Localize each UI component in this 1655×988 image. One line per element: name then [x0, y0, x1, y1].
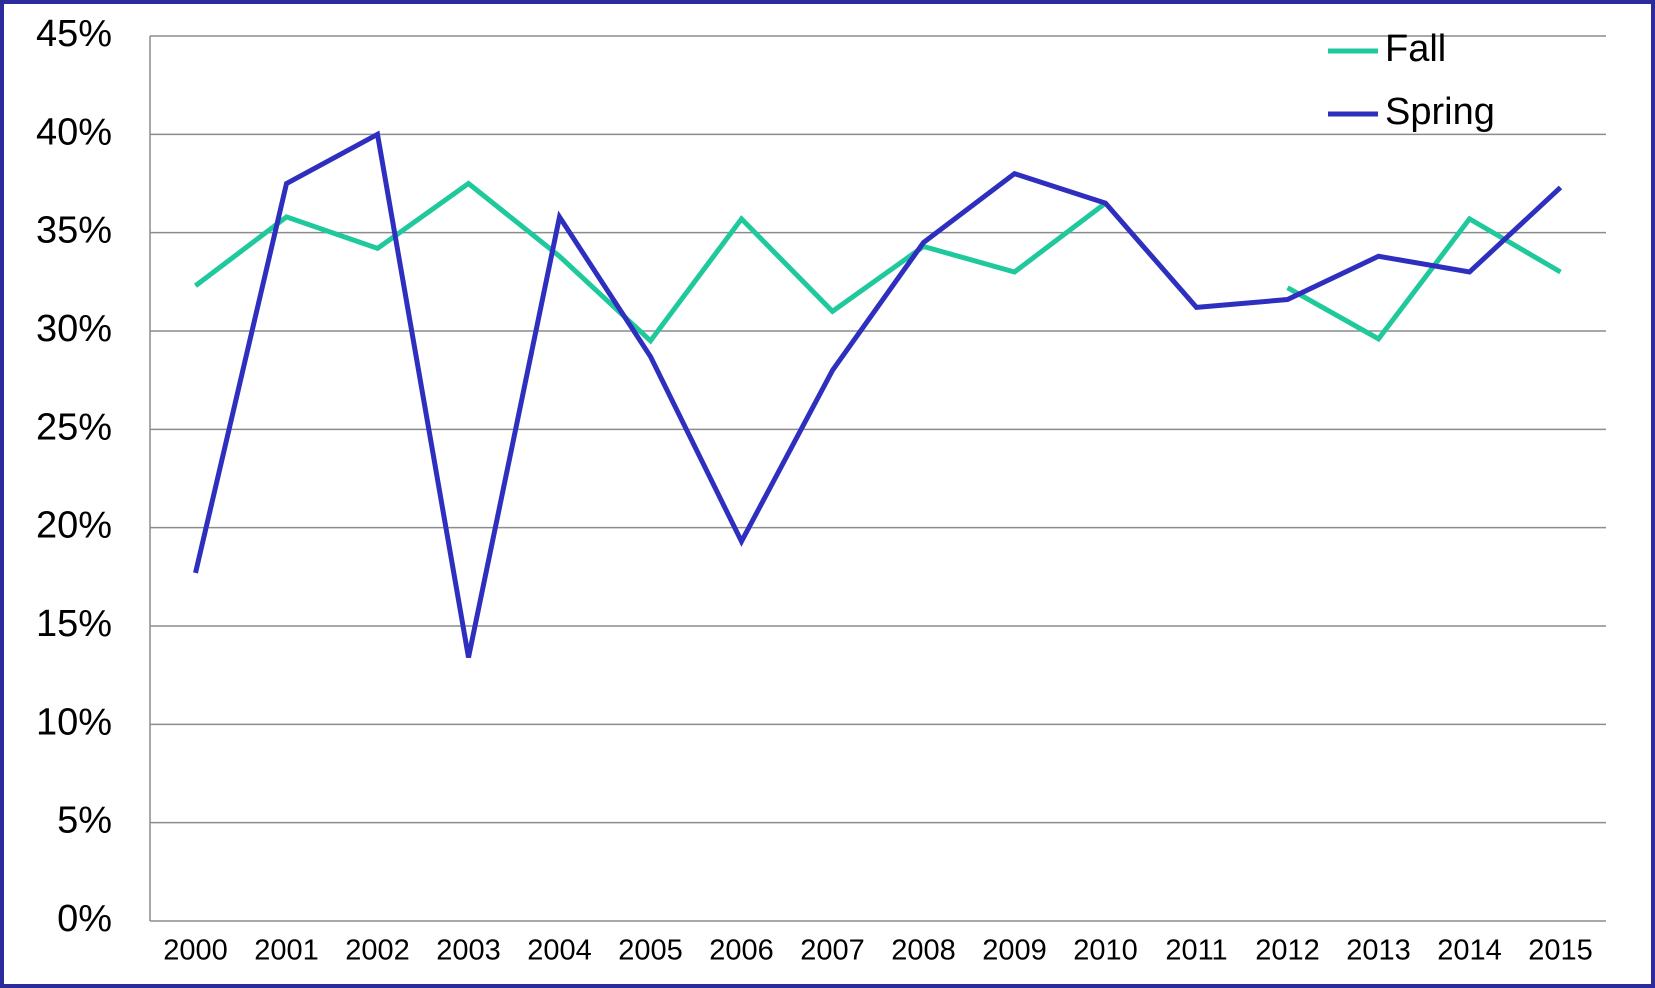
y-tick-label: 40%: [36, 111, 112, 153]
y-tick-label: 25%: [36, 406, 112, 448]
series-line: [193, 130, 1563, 658]
x-tick-label: 2001: [254, 935, 319, 967]
legend-label: Spring: [1385, 91, 1495, 133]
legend-label: Fall: [1385, 28, 1446, 70]
y-tick-label: 30%: [36, 308, 112, 350]
x-tick-label: 2007: [800, 935, 865, 967]
x-tick-label: 2014: [1437, 935, 1502, 967]
x-tick-label: 2010: [1073, 935, 1138, 967]
y-tick-label: 35%: [36, 210, 112, 252]
x-tick-label: 2005: [618, 935, 683, 967]
x-tick-label: 2012: [1255, 935, 1320, 967]
y-tick-label: 10%: [36, 701, 112, 743]
y-tick-label: 0%: [57, 898, 112, 940]
x-tick-label: 2000: [163, 935, 228, 967]
y-tick-label: 15%: [36, 603, 112, 645]
series-line: [193, 180, 1562, 345]
x-tick-label: 2003: [436, 935, 501, 967]
x-tick-label: 2004: [527, 935, 592, 967]
x-tick-label: 2009: [982, 935, 1047, 967]
y-tick-label: 20%: [36, 505, 112, 547]
x-tick-label: 2006: [709, 935, 774, 967]
x-tick-label: 2013: [1346, 935, 1411, 967]
x-tick-label: 2011: [1165, 935, 1227, 967]
x-tick-label: 2002: [345, 935, 410, 967]
y-tick-label: 5%: [57, 800, 112, 842]
y-tick-label: 45%: [36, 13, 112, 55]
x-tick-label: 2008: [891, 935, 956, 967]
x-tick-label: 2015: [1528, 935, 1593, 967]
